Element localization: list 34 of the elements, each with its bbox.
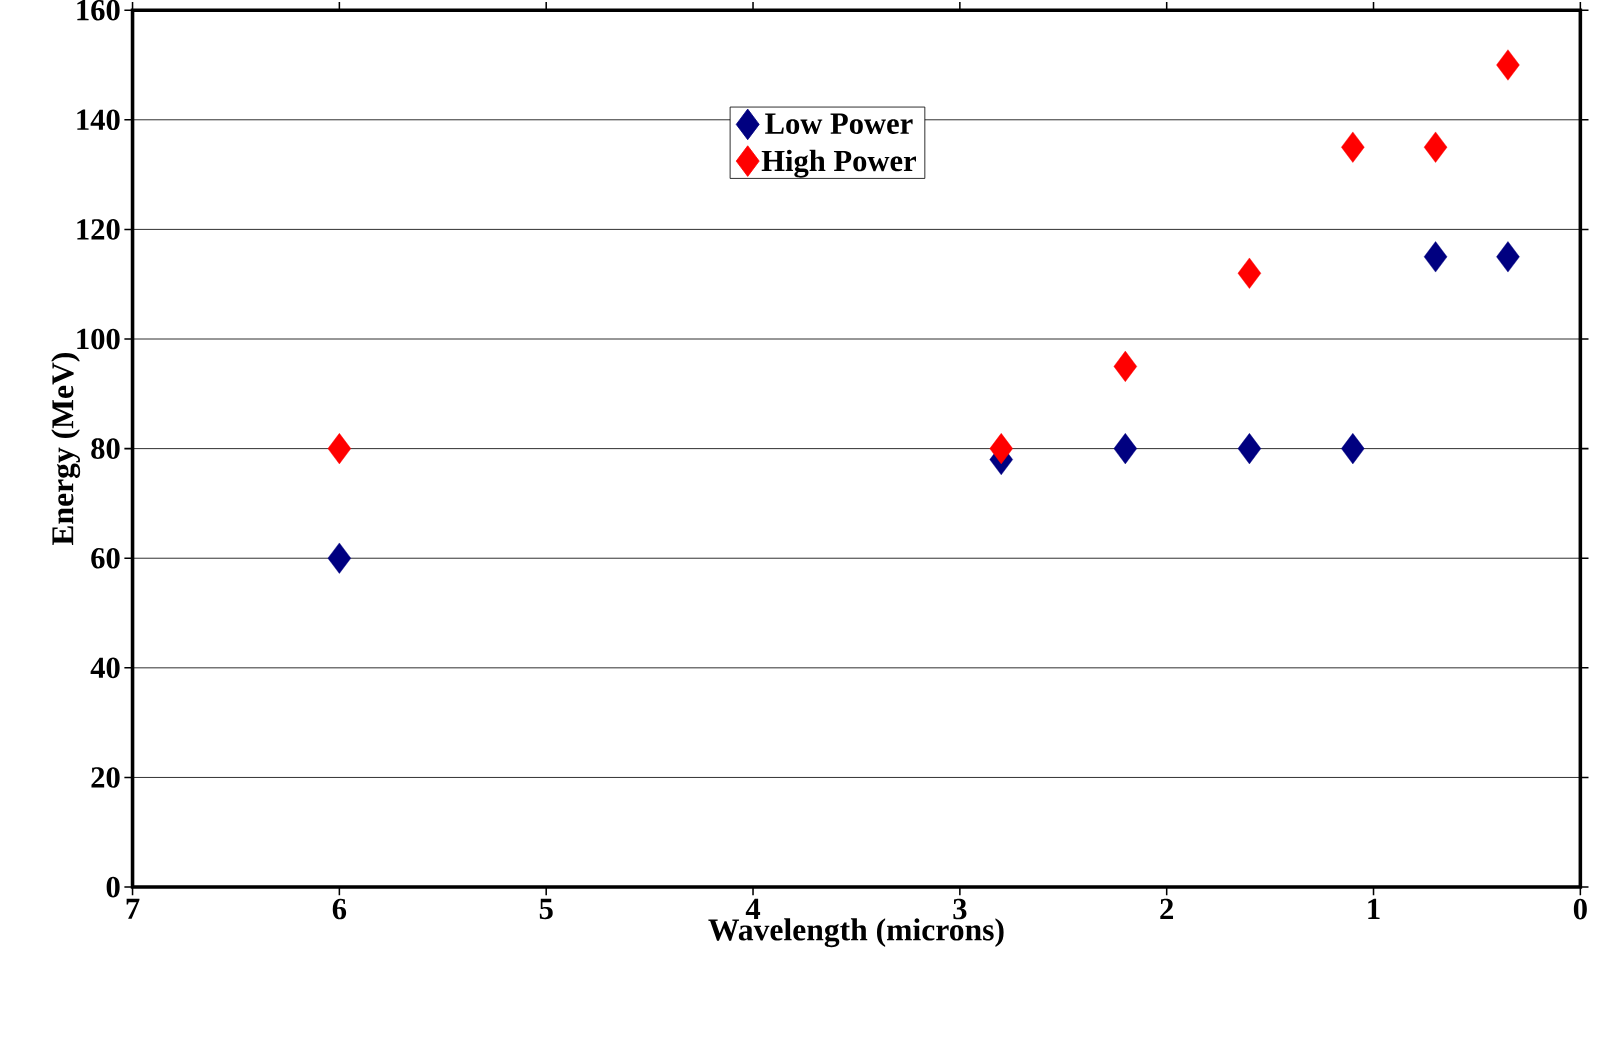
y-tick-label: 160 [77, 0, 120, 21]
point [1423, 241, 1448, 273]
y-tick-label: 20 [91, 767, 120, 788]
x-tick-label: 3 [953, 898, 967, 920]
x-tick-label: 5 [539, 898, 553, 920]
point [1341, 131, 1365, 163]
y-axis-title: Energy (MeV) [51, 352, 81, 546]
legend-label: High Power [761, 149, 917, 178]
point [1496, 241, 1520, 273]
y-tick-label: 0 [106, 876, 120, 898]
x-tick-label: 6 [332, 898, 347, 920]
point [1237, 257, 1262, 289]
point [1113, 350, 1137, 382]
y-tick-label: 140 [77, 109, 120, 131]
point [1496, 49, 1520, 81]
point [1237, 433, 1262, 465]
x-tick-label: 7 [126, 898, 140, 919]
point [989, 433, 1013, 465]
x-axis-title: Wavelength (microns) [708, 918, 1004, 948]
x-tick-label: 1 [1368, 898, 1380, 919]
x-tick-label: 2 [1160, 898, 1174, 920]
point [1341, 433, 1365, 465]
y-tick-label: 60 [91, 547, 120, 569]
y-tick-label: 40 [90, 657, 120, 679]
point [327, 542, 352, 574]
x-tick-label: 0 [1573, 898, 1587, 920]
point [1113, 433, 1137, 465]
x-tick-label: 4 [745, 898, 761, 919]
point [327, 433, 352, 465]
y-tick-label: 80 [91, 438, 120, 459]
point [1423, 131, 1448, 163]
legend-label: Low Power [765, 113, 913, 134]
y-tick-label: 120 [77, 219, 120, 240]
y-tick-label: 100 [77, 328, 120, 350]
